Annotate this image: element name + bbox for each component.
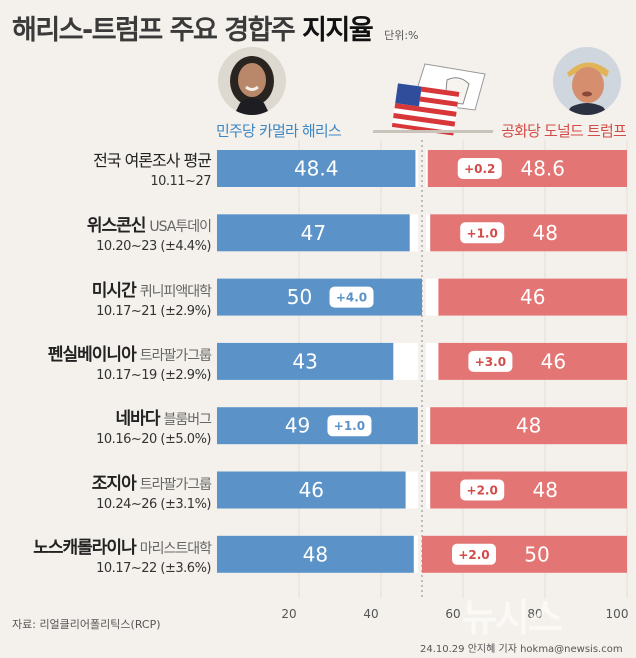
harris-bar bbox=[217, 150, 416, 187]
x-tick-label: 40 bbox=[363, 607, 378, 621]
poll-row-label: 전국 여론조사 평균 10.11~27 bbox=[6, 147, 212, 189]
harris-value-label: 48 bbox=[303, 542, 328, 566]
trump-value-label: 50 bbox=[524, 542, 549, 566]
harris-bar bbox=[217, 471, 406, 509]
harris-bar bbox=[217, 535, 414, 573]
x-tick-label: 60 bbox=[445, 607, 460, 621]
harris-bar bbox=[217, 278, 422, 316]
trump-bar bbox=[430, 471, 627, 509]
poll-dates: 10.20~23 (±4.4%) bbox=[96, 239, 211, 255]
watermark: 뉴시스 bbox=[462, 596, 563, 640]
poll-region: 조지아 bbox=[91, 473, 137, 494]
lead-badge-text: +4.0 bbox=[336, 291, 367, 305]
trump-value-label: 46 bbox=[541, 349, 566, 373]
lead-badge-text: +0.2 bbox=[464, 162, 495, 176]
trump-bar bbox=[438, 278, 627, 316]
trump-value-label: 48 bbox=[532, 478, 557, 502]
trump-portrait-image bbox=[553, 47, 621, 115]
poll-name: 전국 여론조사 평균 bbox=[6, 147, 212, 171]
source-note: 자료: 리얼클리어폴리틱스(RCP) bbox=[12, 618, 161, 631]
trump-value-label: 48 bbox=[516, 414, 541, 438]
poll-source: 트라팔가그룹 bbox=[139, 347, 212, 364]
poll-dates: 10.17~22 (±3.6%) bbox=[96, 560, 211, 576]
poll-source: 블룸버그 bbox=[163, 412, 212, 429]
trump-bar bbox=[430, 407, 627, 445]
ballot-illustration bbox=[365, 62, 500, 142]
trump-value-label: 48.6 bbox=[520, 157, 565, 181]
poll-name: 노스캐롤라이나 마리스트대학 bbox=[6, 533, 212, 558]
poll-row-label: 위스콘신 USA투데이 10.20~23 (±4.4%) bbox=[6, 211, 212, 255]
x-tick-label: 80 bbox=[527, 607, 542, 621]
harris-bar bbox=[217, 342, 394, 380]
poll-source: 퀴니피액대학 bbox=[139, 283, 212, 300]
x-tick-label: 20 bbox=[281, 607, 296, 621]
poll-row-label: 펜실베이니아 트라팔가그룹 10.17~19 (±2.9%) bbox=[6, 340, 212, 383]
poll-name: 위스콘신 USA투데이 bbox=[6, 211, 212, 237]
poll-source: 마리스트대학 bbox=[139, 540, 212, 557]
trump-bar bbox=[430, 214, 627, 252]
harris-party-label: 민주당 카멀라 해리스 bbox=[216, 122, 342, 140]
lead-badge-text: +1.0 bbox=[467, 226, 498, 240]
poll-row-label: 미시간 퀴니피액대학 10.17~21 (±2.9%) bbox=[6, 276, 212, 319]
poll-row-label: 노스캐롤라이나 마리스트대학 10.17~22 (±3.6%) bbox=[6, 533, 212, 576]
unit-label: 단위:% bbox=[384, 29, 419, 42]
harris-value-label: 48.4 bbox=[294, 157, 339, 181]
harris-value-label: 46 bbox=[299, 478, 324, 502]
harris-value-label: 49 bbox=[285, 414, 310, 438]
poll-dates: 10.24~26 (±3.1%) bbox=[96, 496, 211, 512]
harris-portrait-image bbox=[218, 47, 286, 115]
lead-badge bbox=[468, 350, 513, 372]
poll-row-label: 조지아 트라팔가그룹 10.24~26 (±3.1%) bbox=[6, 469, 212, 512]
poll-name: 조지아 트라팔가그룹 bbox=[6, 469, 212, 494]
harris-value-label: 43 bbox=[292, 349, 317, 373]
lead-badge bbox=[452, 543, 496, 565]
title-emphasis: 지지율 bbox=[302, 15, 374, 46]
trump-value-label: 48 bbox=[532, 221, 557, 245]
lead-badge bbox=[460, 222, 505, 244]
lead-badge-text: +2.0 bbox=[467, 484, 498, 498]
poll-source: 트라팔가그룹 bbox=[139, 476, 212, 493]
poll-source: USA투데이 bbox=[149, 219, 212, 236]
trump-party-label: 공화당 도널드 트럼프 bbox=[501, 122, 627, 140]
trump-bar bbox=[438, 342, 627, 380]
poll-region: 펜실베이니아 bbox=[47, 344, 137, 365]
poll-region: 네바다 bbox=[115, 409, 161, 430]
poll-region: 미시간 bbox=[91, 280, 137, 301]
lead-badge-text: +3.0 bbox=[475, 355, 506, 369]
poll-name: 네바다 블룸버그 bbox=[6, 404, 212, 430]
page-title: 해리스-트럼프 주요 경합주 지지율 단위:% bbox=[12, 8, 419, 47]
trump-value-label: 46 bbox=[520, 285, 545, 309]
poll-dates: 10.17~21 (±2.9%) bbox=[96, 303, 211, 319]
harris-bar bbox=[217, 407, 418, 445]
lead-badge bbox=[457, 158, 502, 179]
x-tick-label: 100 bbox=[606, 607, 629, 621]
poll-region: 위스콘신 bbox=[86, 216, 147, 237]
poll-region: 노스캐롤라이나 bbox=[33, 537, 136, 558]
credit-note: 24.10.29 안지혜 기자 hokma@newsis.com bbox=[420, 644, 623, 655]
lead-badge-text: +1.0 bbox=[334, 419, 365, 433]
lead-badge bbox=[460, 479, 505, 501]
harris-bar bbox=[217, 214, 410, 252]
poll-dates: 10.17~19 (±2.9%) bbox=[96, 367, 211, 383]
harris-value-label: 47 bbox=[301, 221, 326, 245]
poll-region: 전국 여론조사 평균 bbox=[93, 151, 212, 170]
poll-name: 미시간 퀴니피액대학 bbox=[6, 276, 212, 301]
harris-value-label: 50 bbox=[287, 285, 312, 309]
poll-name: 펜실베이니아 트라팔가그룹 bbox=[6, 340, 212, 365]
lead-badge-text: +2.0 bbox=[458, 548, 489, 562]
poll-dates: 10.11~27 bbox=[150, 174, 211, 189]
title-main: 해리스-트럼프 주요 경합주 bbox=[12, 15, 296, 46]
lead-badge bbox=[329, 286, 374, 308]
lead-badge bbox=[327, 415, 372, 437]
poll-row-label: 네바다 블룸버그 10.16~20 (±5.0%) bbox=[6, 404, 212, 448]
poll-dates: 10.16~20 (±5.0%) bbox=[96, 432, 211, 448]
